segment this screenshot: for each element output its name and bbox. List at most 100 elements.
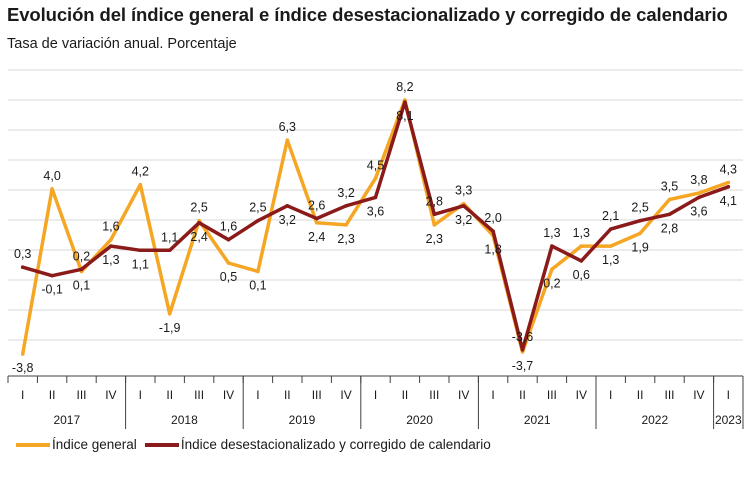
- year-tick-label: 2021: [524, 413, 551, 427]
- data-label-desest: 1,6: [220, 220, 237, 234]
- quarter-tick-label: III: [194, 388, 204, 402]
- year-tick-label: 2023: [715, 413, 742, 427]
- data-label-general: -3,8: [12, 361, 34, 375]
- data-label-desest: 0,2: [73, 249, 90, 263]
- data-label-desest: 2,5: [249, 201, 266, 215]
- quarter-tick-label: IV: [105, 388, 116, 402]
- quarter-tick-label: II: [519, 388, 526, 402]
- data-point-desest: [50, 273, 54, 278]
- data-point-desest: [256, 218, 260, 223]
- data-label-general: 1,6: [102, 220, 119, 234]
- quarter-tick-label: IV: [693, 388, 704, 402]
- data-label-desest: 8,1: [396, 109, 413, 123]
- quarter-tick-label: II: [637, 388, 644, 402]
- data-label-general: -3,7: [512, 359, 534, 373]
- legend-label-general: Índice general: [52, 437, 137, 452]
- year-tick-label: 2020: [406, 413, 433, 427]
- data-point-desest: [579, 259, 584, 263]
- data-point-desest: [138, 248, 143, 253]
- data-point-general: [550, 267, 554, 272]
- data-label-general: 0,1: [73, 278, 90, 292]
- data-label-desest: 2,5: [631, 201, 648, 215]
- data-point-desest: [226, 237, 231, 242]
- quarter-tick-label: IV: [576, 388, 587, 402]
- data-point-desest: [20, 265, 25, 270]
- data-label-desest: 3,2: [279, 213, 296, 227]
- legend-item-general: Índice general: [16, 437, 137, 452]
- data-label-desest: 3,6: [367, 204, 384, 218]
- data-label-desest: 3,2: [455, 213, 472, 227]
- quarter-tick-label: III: [429, 388, 439, 402]
- quarter-tick-label: IV: [458, 388, 469, 402]
- data-label-general: 3,8: [690, 173, 707, 187]
- data-point-general: [314, 220, 319, 225]
- quarter-tick-label: I: [727, 388, 730, 402]
- data-label-desest: 3,6: [690, 204, 707, 218]
- data-label-general: 4,0: [43, 169, 60, 183]
- data-label-general: 0,5: [220, 270, 237, 284]
- grid-layer: [8, 69, 743, 341]
- data-label-general: 0,2: [543, 276, 560, 290]
- data-point-desest: [403, 100, 407, 104]
- chart-subtitle: Tasa de variación anual. Porcentaje: [7, 36, 237, 52]
- data-point-desest: [520, 347, 525, 352]
- data-label-general: 0,1: [249, 278, 266, 292]
- quarter-tick-label: III: [664, 388, 674, 402]
- data-point-desest: [491, 229, 495, 234]
- data-point-desest: [667, 212, 672, 217]
- data-point-general: [109, 237, 113, 242]
- legend-label-desest: Índice desestacionalizado y corregido de…: [180, 437, 491, 452]
- data-label-desest: 2,4: [190, 230, 207, 244]
- data-point-general: [432, 223, 437, 227]
- series-line-desest: [20, 100, 731, 352]
- data-point-general: [667, 197, 672, 202]
- data-point-desest: [314, 216, 319, 221]
- data-label-desest: 2,0: [484, 211, 501, 225]
- legend: Índice general Índice desestacionalizado…: [16, 437, 499, 452]
- data-label-desest: 2,1: [602, 209, 619, 223]
- data-point-general: [167, 311, 172, 316]
- data-label-desest: -3,6: [512, 330, 534, 344]
- quarter-tick-label: I: [139, 388, 142, 402]
- year-tick-label: 2019: [289, 413, 316, 427]
- data-point-desest: [550, 244, 554, 248]
- data-label-desest: 1,3: [102, 253, 119, 267]
- quarter-tick-label: IV: [340, 388, 351, 402]
- data-point-general: [608, 244, 613, 248]
- data-point-desest: [697, 195, 701, 200]
- quarter-tick-label: I: [609, 388, 612, 402]
- data-label-desest: 1,1: [161, 230, 178, 244]
- data-label-general: 4,2: [132, 165, 149, 179]
- data-point-general: [50, 187, 54, 191]
- quarter-tick-label: I: [21, 388, 24, 402]
- data-point-desest: [638, 218, 642, 223]
- data-label-desest: 2,6: [308, 199, 325, 213]
- data-label-general: 2,3: [337, 232, 354, 246]
- quarter-tick-label: II: [284, 388, 291, 402]
- data-label-general: 3,5: [661, 179, 678, 193]
- data-label-general: 1,9: [631, 240, 648, 254]
- data-point-general: [726, 180, 731, 185]
- data-point-desest: [79, 267, 84, 272]
- legend-item-desest: Índice desestacionalizado y corregido de…: [144, 437, 491, 452]
- data-point-general: [344, 223, 348, 227]
- data-point-desest: [285, 204, 290, 208]
- data-label-general: 2,3: [426, 232, 443, 246]
- data-point-general: [138, 182, 143, 187]
- data-label-general: 2,5: [190, 201, 207, 215]
- data-label-general: 1,3: [573, 226, 590, 240]
- quarter-tick-label: I: [256, 388, 259, 402]
- data-point-desest: [197, 220, 201, 225]
- year-tick-label: 2018: [171, 413, 198, 427]
- data-label-desest: -0,1: [41, 283, 63, 297]
- data-point-general: [638, 231, 642, 236]
- quarter-tick-label: II: [402, 388, 409, 402]
- data-point-desest: [373, 195, 378, 200]
- data-point-desest: [432, 212, 437, 217]
- data-point-general: [285, 138, 290, 143]
- data-point-general: [256, 269, 260, 274]
- data-point-desest: [461, 204, 466, 208]
- data-label-general: -1,9: [159, 321, 181, 335]
- data-label-desest: 1,3: [543, 226, 560, 240]
- series-lines: [20, 98, 731, 356]
